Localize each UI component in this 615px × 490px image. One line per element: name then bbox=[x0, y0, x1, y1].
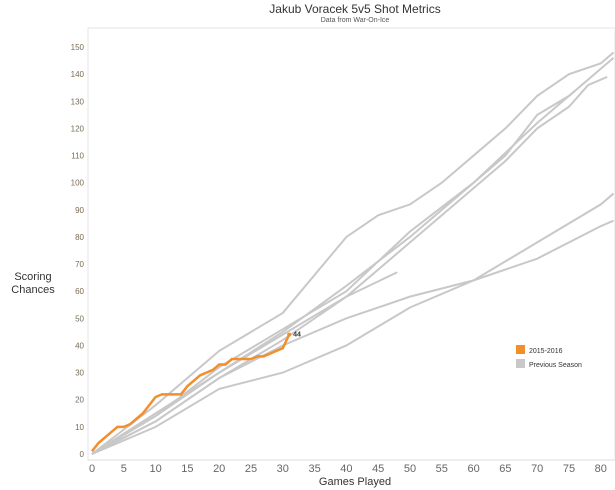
x-tick-label: 10 bbox=[149, 463, 161, 475]
chart-title: Jakub Voracek 5v5 Shot Metrics bbox=[269, 2, 440, 16]
y-tick-label: 110 bbox=[71, 152, 84, 161]
x-axis-label: Games Played bbox=[319, 476, 391, 488]
y-tick-label: 140 bbox=[71, 70, 85, 79]
y-tick-label: 70 bbox=[75, 260, 84, 269]
previous-season-line bbox=[91, 219, 614, 455]
x-tick-label: 45 bbox=[372, 463, 384, 475]
previous-season-line bbox=[91, 51, 615, 455]
y-label-line2: Chances bbox=[11, 284, 55, 296]
y-tick-label: 90 bbox=[75, 206, 84, 215]
y-tick-label: 150 bbox=[71, 43, 85, 52]
x-tick-label: 40 bbox=[340, 463, 352, 475]
y-tick-label: 100 bbox=[71, 179, 85, 188]
previous-season-line bbox=[91, 89, 577, 455]
y-tick-label: 20 bbox=[75, 396, 84, 405]
x-tick-label: 75 bbox=[563, 463, 575, 475]
y-tick-label: 130 bbox=[71, 97, 85, 106]
y-tick-label: 120 bbox=[71, 124, 85, 133]
y-tick-label: 80 bbox=[75, 233, 84, 242]
legend-label-previous: Previous Season bbox=[529, 362, 582, 369]
chart-subtitle: Data from War-On-Ice bbox=[321, 17, 390, 24]
x-tick-label: 35 bbox=[308, 463, 320, 475]
x-tick-label: 5 bbox=[121, 463, 127, 475]
previous-season-line bbox=[91, 271, 398, 455]
x-tick-label: 20 bbox=[213, 463, 225, 475]
x-tick-label: 15 bbox=[181, 463, 193, 475]
y-axis-label: Scoring Chances bbox=[11, 271, 55, 296]
x-tick-label: 55 bbox=[436, 463, 448, 475]
y-tick-label: 10 bbox=[75, 423, 84, 432]
previous-season-line bbox=[91, 75, 608, 455]
y-tick-label: 40 bbox=[75, 341, 84, 350]
x-tick-label: 25 bbox=[245, 463, 257, 475]
current-season-end-point bbox=[287, 332, 292, 337]
previous-season-line bbox=[91, 192, 615, 455]
x-tick-label: 60 bbox=[467, 463, 479, 475]
x-tick-label: 65 bbox=[499, 463, 511, 475]
legend: 2015-2016 Previous Season bbox=[516, 345, 582, 369]
x-tick-label: 70 bbox=[531, 463, 543, 475]
x-tick-label: 50 bbox=[404, 463, 416, 475]
y-tick-label: 60 bbox=[75, 287, 84, 296]
x-tick-label: 80 bbox=[595, 463, 607, 475]
x-tick-label: 0 bbox=[89, 463, 95, 475]
legend-swatch-current bbox=[516, 345, 525, 354]
legend-swatch-previous bbox=[516, 359, 525, 368]
end-value-label: 44 bbox=[293, 332, 301, 339]
legend-label-current: 2015-2016 bbox=[529, 348, 563, 355]
x-tick-label: 30 bbox=[277, 463, 289, 475]
y-tick-label: 0 bbox=[80, 450, 85, 459]
y-tick-label: 50 bbox=[75, 314, 84, 323]
y-tick-label: 30 bbox=[75, 369, 84, 378]
current-season-line bbox=[91, 334, 291, 453]
y-label-line1: Scoring bbox=[14, 271, 51, 283]
